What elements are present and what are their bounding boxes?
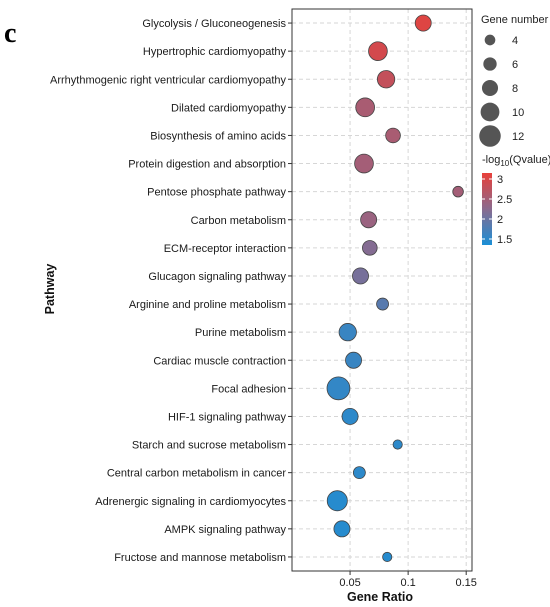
data-point: [352, 466, 366, 480]
colorbar-tick-label: 1.5: [497, 234, 512, 246]
color-legend: -log10(Qvalue) 3 2.5 2 1.5: [482, 154, 550, 246]
data-point: [385, 127, 401, 144]
plot-frame: [291, 8, 473, 572]
panel-label: c: [4, 18, 16, 49]
y-axis-title: Pathway: [43, 264, 57, 315]
colorbar-tick-label: 3: [497, 174, 503, 186]
color-legend-title: -log10(Qvalue): [482, 154, 550, 168]
category-label: Central carbon metabolism in cancer: [107, 468, 286, 480]
category-label: Arrhythmogenic right ventricular cardiom…: [50, 74, 286, 86]
x-axis-title: Gene Ratio: [347, 590, 413, 604]
size-legend-dot: [484, 34, 496, 46]
category-label: Dilated cardiomyopathy: [171, 102, 286, 114]
data-point: [368, 41, 388, 61]
category-label: Starch and sucrose metabolism: [132, 440, 286, 452]
category-label: Focal adhesion: [211, 383, 286, 395]
category-label: Pentose phosphate pathway: [147, 187, 286, 199]
data-point: [345, 351, 362, 369]
size-legend-label: 6: [512, 59, 518, 71]
x-tick-label: 0.05: [339, 577, 360, 589]
data-point: [326, 490, 348, 512]
size-legend-dot: [479, 125, 501, 147]
category-label: Glycolysis / Gluconeogenesis: [142, 18, 286, 30]
colorbar-tick-label: 2.5: [497, 194, 512, 206]
data-point: [360, 211, 378, 229]
size-legend-title: Gene number: [481, 14, 549, 26]
category-label: Adrenergic signaling in cardiomyocytes: [95, 496, 286, 508]
category-label: Biosynthesis of amino acids: [150, 130, 286, 142]
category-label: HIF-1 signaling pathway: [168, 411, 287, 423]
data-point: [341, 408, 359, 425]
category-label: AMPK signaling pathway: [164, 524, 286, 536]
category-label: Hypertrophic cardiomyopathy: [143, 46, 287, 58]
category-label: ECM-receptor interaction: [164, 243, 286, 255]
category-label: Purine metabolism: [195, 327, 286, 339]
size-legend-dot: [481, 79, 499, 97]
data-point: [338, 323, 357, 342]
category-label: Arginine and proline metabolism: [129, 299, 286, 311]
data-point: [376, 297, 389, 311]
data-point: [354, 153, 374, 174]
data-point: [376, 70, 396, 89]
colorbar: [482, 173, 492, 245]
size-legend-label: 8: [512, 83, 518, 95]
data-point: [452, 185, 464, 198]
category-label: Protein digestion and absorption: [128, 159, 286, 171]
data-point: [414, 14, 432, 32]
category-label: Glucagon signaling pathway: [148, 271, 286, 283]
category-label: Fructose and mannose metabolism: [114, 552, 286, 564]
data-point: [352, 267, 369, 285]
category-label: Carbon metabolism: [191, 215, 286, 227]
size-legend-dot: [483, 57, 497, 71]
data-point: [362, 240, 378, 256]
x-tick-label: 0.15: [455, 577, 476, 589]
size-legend-dot: [480, 102, 500, 122]
colorbar-tick-label: 2: [497, 214, 503, 226]
data-point: [326, 376, 351, 401]
size-legend-label: 10: [512, 107, 524, 119]
data-point: [382, 551, 393, 562]
plot-area: Glycolysis / Gluconeogenesis Hypertrophic…: [50, 8, 477, 589]
x-tick-label: 0.1: [400, 577, 415, 589]
data-point: [392, 439, 403, 450]
size-legend-label: 4: [512, 35, 518, 47]
data-point: [355, 97, 375, 118]
size-legend-label: 12: [512, 131, 524, 143]
size-legend: Gene number 4 6 8 10 12: [479, 14, 549, 147]
data-point: [333, 520, 351, 538]
category-label: Cardiac muscle contraction: [153, 355, 286, 367]
